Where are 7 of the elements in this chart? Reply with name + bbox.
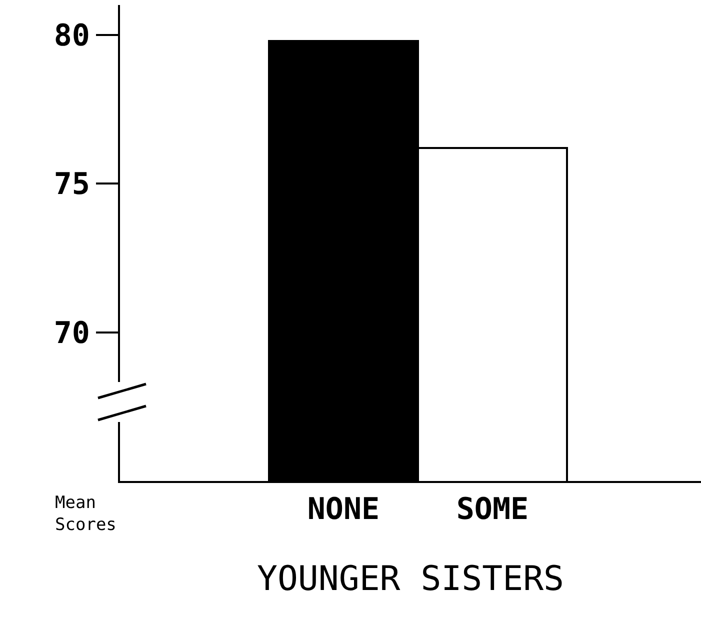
y-axis-title: Mean Scores (55, 493, 116, 536)
x-tick-label: NONE (307, 492, 380, 527)
x-tick-label: SOME (456, 492, 529, 527)
y-tick-label: 80 (54, 18, 90, 54)
y-tick-label: 70 (54, 316, 90, 351)
y-tick-label: 75 (54, 167, 90, 202)
x-axis-title: YOUNGER SISTERS (256, 558, 564, 599)
